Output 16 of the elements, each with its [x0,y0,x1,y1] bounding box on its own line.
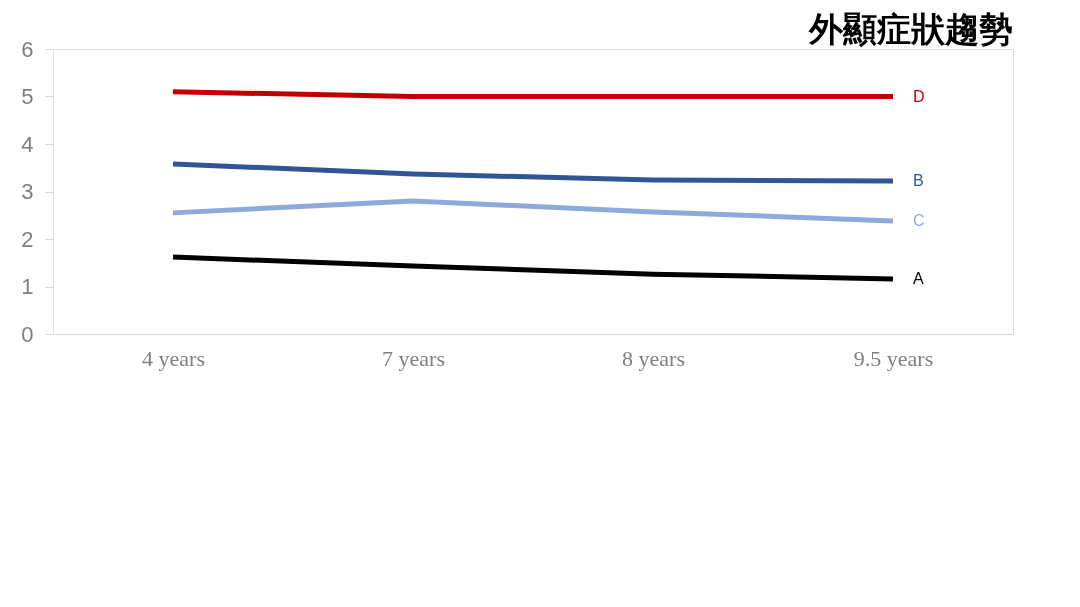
y-tick-label: 0 [21,321,34,347]
y-tick-label: 4 [21,131,34,157]
x-tick-label: 4 years [142,345,205,371]
series-label: B [913,172,924,190]
series-label: A [913,269,924,287]
y-tick-label: 6 [21,36,34,62]
x-tick-label: 8 years [622,345,685,371]
series-label: D [913,87,925,105]
series-label: C [913,211,925,229]
x-tick-label: 9.5 years [853,345,934,371]
x-tick-label: 7 years [382,345,445,371]
y-tick-label: 3 [21,179,34,204]
y-tick-label: 2 [21,226,34,252]
chart-title: 外顯症狀趨勢 [808,9,1013,49]
y-tick-label: 1 [21,274,34,299]
y-tick-label: 5 [21,84,34,109]
